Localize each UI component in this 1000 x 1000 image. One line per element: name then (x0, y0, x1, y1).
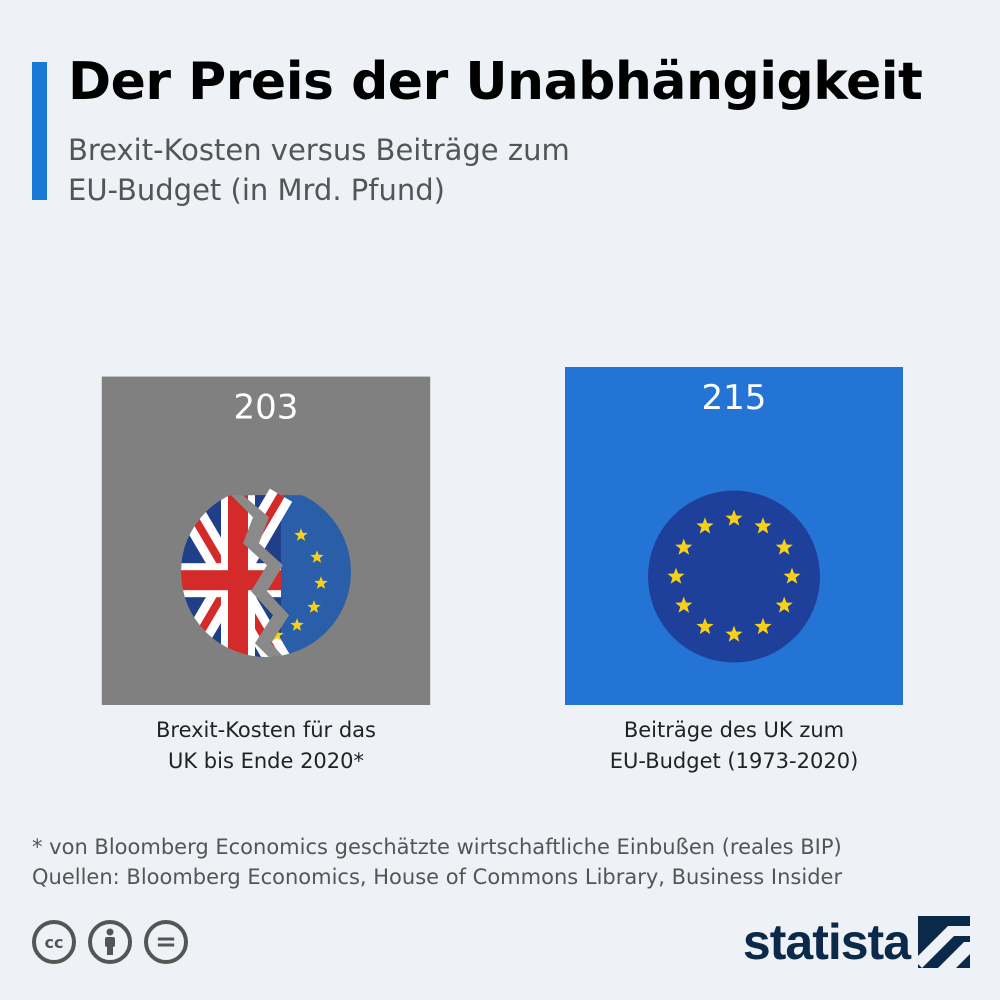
by-icon[interactable] (88, 920, 132, 964)
page-title: Der Preis der Unabhängigkeit (68, 52, 923, 112)
nd-icon[interactable]: = (144, 920, 188, 964)
page-subtitle: Brexit-Kosten versus Beiträge zum EU-Bud… (68, 133, 570, 207)
category-label-1-1: EU-Budget (1973-2020) (610, 749, 859, 773)
category-label-0-0: Brexit-Kosten für das (156, 718, 376, 742)
license-icons: cc = (32, 920, 188, 964)
uk-eu-broken-flag-icon (181, 488, 351, 657)
accent-bar (32, 62, 47, 200)
cc-icon[interactable]: cc (32, 920, 76, 964)
category-label-1-0: Beiträge des UK zum (624, 718, 844, 742)
data-label-0: 203 (234, 388, 299, 428)
eu-flag-icon (648, 490, 820, 663)
logo-text: statista (742, 914, 911, 970)
category-label-0-1: UK bis Ende 2020* (168, 749, 364, 773)
footnote-note: * von Bloomberg Economics geschätzte wir… (32, 835, 842, 859)
logo-mark-icon (918, 916, 970, 968)
footnote-sources: Quellen: Bloomberg Economics, House of C… (32, 865, 843, 889)
data-label-1: 215 (702, 378, 767, 418)
statista-logo[interactable]: statista (743, 913, 970, 971)
footnote: * von Bloomberg Economics geschätzte wir… (32, 832, 842, 892)
